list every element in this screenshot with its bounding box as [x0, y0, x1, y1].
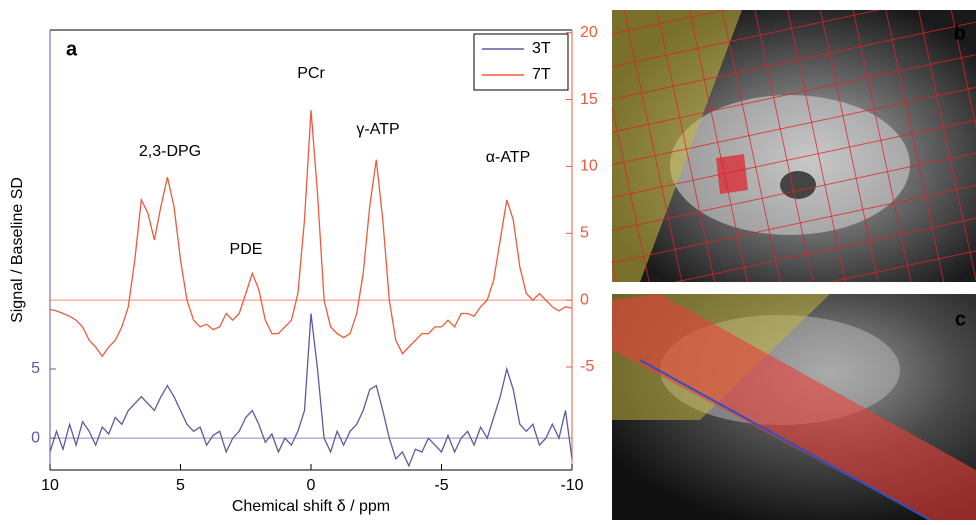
legend-box — [473, 33, 569, 91]
peak-label: α-ATP — [486, 149, 531, 166]
x-axis-label: Chemical shift δ / ppm — [232, 498, 390, 515]
y-tick-label: 0 — [31, 429, 40, 446]
legend-label: 3T — [532, 40, 551, 57]
panel-label: a — [66, 38, 78, 60]
series-line — [49, 313, 573, 468]
x-tick-label: -5 — [434, 477, 448, 494]
x-tick-label: 0 — [307, 477, 316, 494]
image-c — [612, 294, 976, 520]
peak-label: PDE — [230, 241, 263, 258]
panel-label: c — [955, 308, 966, 330]
coil-line — [639, 359, 931, 520]
voxel — [716, 154, 748, 194]
x-tick-label: -10 — [560, 477, 583, 494]
series-line — [49, 110, 573, 358]
legend-label: 7T — [532, 66, 551, 83]
y2-tick-label: 0 — [580, 291, 589, 308]
panel-label: b — [954, 22, 966, 44]
image-b — [612, 10, 976, 282]
csi-grid — [612, 10, 976, 282]
peak-label: γ-ATP — [356, 121, 399, 138]
y2-tick-label: -5 — [580, 358, 594, 375]
slab — [612, 294, 976, 520]
y-axis-label: Signal / Baseline SD — [9, 177, 26, 323]
peak-label: PCr — [297, 65, 325, 82]
y2-tick-label: 15 — [580, 91, 598, 108]
y-tick-label: 5 — [31, 360, 40, 377]
x-tick-label: 10 — [41, 477, 59, 494]
y2-tick-label: 5 — [580, 225, 589, 242]
x-tick-label: 5 — [176, 477, 185, 494]
y2-tick-label: 20 — [580, 24, 598, 41]
peak-label: 2,3-DPG — [139, 143, 201, 160]
y2-tick-label: 10 — [580, 158, 598, 175]
